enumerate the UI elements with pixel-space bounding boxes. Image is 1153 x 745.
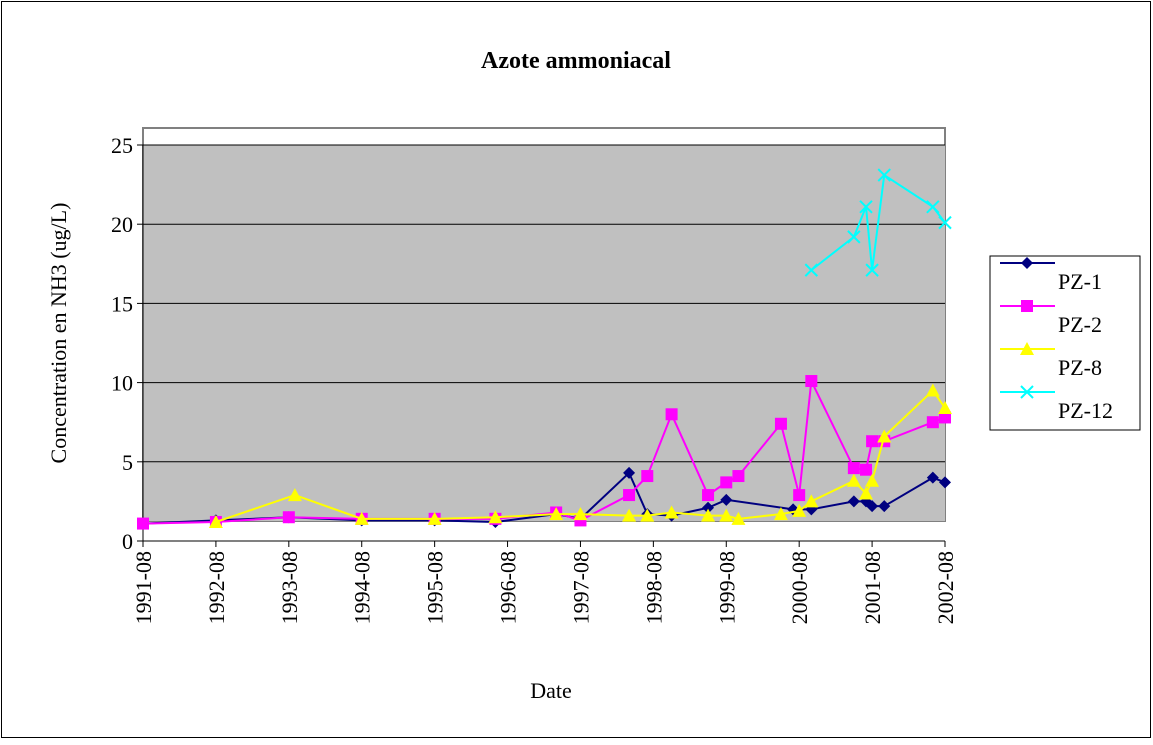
data-point xyxy=(287,488,302,502)
data-point xyxy=(773,507,788,521)
x-axis-label: Date xyxy=(530,678,572,703)
x-tick-label: 1996-08 xyxy=(496,551,521,624)
legend-label: PZ-1 xyxy=(1058,269,1102,294)
data-point xyxy=(549,507,564,521)
y-tick-label: 0 xyxy=(122,529,133,554)
data-point xyxy=(860,463,873,476)
data-point xyxy=(866,435,879,448)
data-point xyxy=(925,383,940,397)
y-tick-label: 5 xyxy=(122,450,133,475)
data-point xyxy=(939,476,951,489)
data-point xyxy=(866,500,879,513)
y-tick-label: 25 xyxy=(111,133,133,158)
data-point xyxy=(664,505,679,519)
data-point xyxy=(859,200,873,214)
data-point xyxy=(793,489,806,502)
series-line xyxy=(215,388,946,523)
legend xyxy=(989,255,1141,431)
data-point xyxy=(427,511,442,525)
x-tick-label: 1994-08 xyxy=(350,551,375,624)
x-tick-label: 1992-08 xyxy=(204,551,229,624)
x-tick-label: 1997-08 xyxy=(568,551,593,624)
data-point xyxy=(847,462,860,475)
data-point xyxy=(622,508,637,522)
x-tick-label: 2002-08 xyxy=(933,551,958,624)
data-point xyxy=(665,408,678,421)
data-point xyxy=(805,375,818,388)
data-point xyxy=(208,514,223,528)
data-point xyxy=(702,501,715,514)
data-point xyxy=(731,511,746,525)
data-point xyxy=(877,168,891,182)
data-point xyxy=(641,470,654,483)
data-point xyxy=(865,473,880,487)
data-point xyxy=(847,495,860,508)
data-point xyxy=(877,429,892,443)
legend-label: PZ-12 xyxy=(1058,398,1113,423)
x-tick-label: 1999-08 xyxy=(714,551,739,624)
data-point xyxy=(804,494,819,508)
data-point xyxy=(354,511,369,525)
data-point xyxy=(623,466,636,479)
data-point xyxy=(719,508,734,522)
data-point xyxy=(847,230,861,244)
data-point xyxy=(865,263,879,277)
data-point xyxy=(792,503,807,517)
data-point xyxy=(926,416,939,429)
data-point xyxy=(878,500,891,513)
data-point xyxy=(732,470,745,483)
x-tick-label: 2001-08 xyxy=(860,551,885,624)
chart-title: Azote ammoniacal xyxy=(481,48,671,74)
x-tick-label: 1993-08 xyxy=(277,551,302,624)
data-point xyxy=(859,486,874,500)
data-point xyxy=(939,411,951,424)
data-point xyxy=(926,471,939,484)
y-axis-label: Concentration en NH3 (ug/L) xyxy=(46,203,71,464)
data-point xyxy=(846,473,861,487)
data-point xyxy=(573,507,588,521)
plot-area xyxy=(143,145,945,521)
legend-marker xyxy=(1021,300,1033,312)
data-point xyxy=(804,263,819,277)
data-point xyxy=(938,215,952,230)
legend-marker xyxy=(1020,385,1034,399)
x-tick-label: 1998-08 xyxy=(641,551,666,624)
legend-marker xyxy=(1020,342,1034,355)
data-point xyxy=(282,511,295,524)
data-point xyxy=(938,400,952,414)
legend-marker xyxy=(1021,257,1033,269)
x-tick-label: 2000-08 xyxy=(787,551,812,624)
data-point xyxy=(623,489,636,502)
data-point xyxy=(640,508,655,522)
y-tick-label: 20 xyxy=(111,212,133,237)
y-tick-label: 15 xyxy=(111,291,133,316)
data-point xyxy=(702,489,715,502)
data-point xyxy=(774,417,787,430)
data-point xyxy=(701,508,716,522)
x-tick-label: 1995-08 xyxy=(423,551,448,624)
data-point xyxy=(137,517,149,530)
data-point xyxy=(720,493,733,506)
data-point xyxy=(488,510,503,524)
y-tick-label: 10 xyxy=(111,371,133,396)
legend-label: PZ-2 xyxy=(1058,312,1102,337)
data-point xyxy=(720,476,733,489)
legend-label: PZ-8 xyxy=(1058,355,1102,380)
data-point xyxy=(926,200,940,214)
x-tick-label: 1991-08 xyxy=(131,551,156,624)
